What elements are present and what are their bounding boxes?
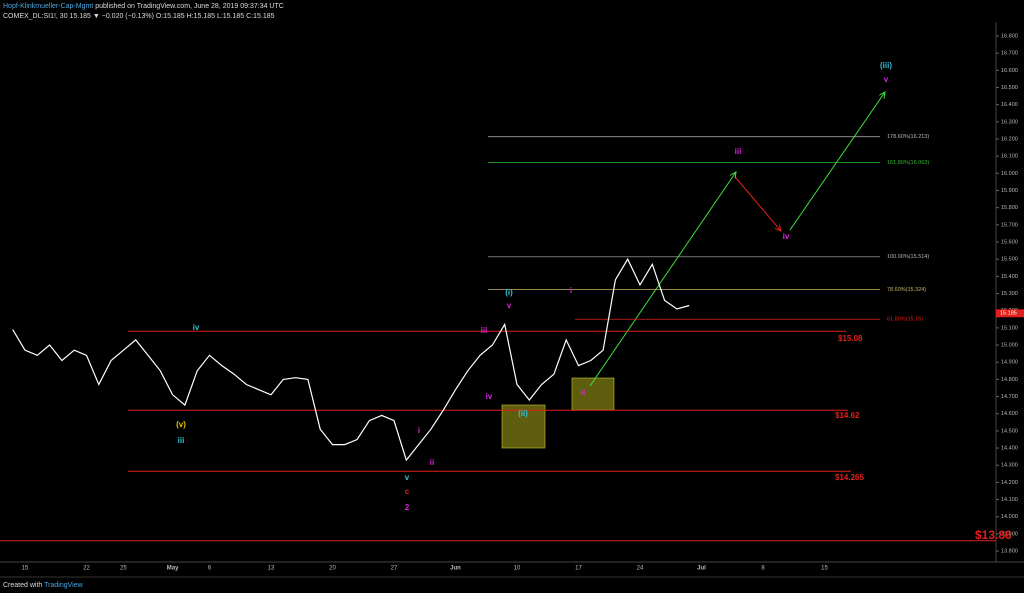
y-tick-label: 16.200 <box>1001 136 1018 142</box>
y-tick-label: 13.800 <box>1001 549 1018 555</box>
y-tick-label: 14.000 <box>1001 514 1018 520</box>
footer: Created with TradingView <box>3 582 84 589</box>
wave-label: c <box>405 487 410 496</box>
x-tick-label: 24 <box>637 566 644 572</box>
x-tick-label: Jun <box>450 566 461 572</box>
y-tick-label: 16.400 <box>1001 102 1018 108</box>
y-tick-label: 14.900 <box>1001 360 1018 366</box>
wave-label: iii <box>481 326 488 335</box>
x-tick-label: 25 <box>120 566 127 572</box>
wave-label: iv <box>783 232 790 241</box>
projection-arrow <box>589 172 736 387</box>
y-tick-label: 16.700 <box>1001 51 1018 57</box>
wave-label: iv <box>486 392 493 401</box>
fib-label: 78.60%(15.324) <box>887 287 926 293</box>
wave-label: ii <box>581 388 585 397</box>
y-tick-label: 14.600 <box>1001 411 1018 417</box>
y-tick-label: 14.700 <box>1001 394 1018 400</box>
y-tick-label: 16.300 <box>1001 119 1018 125</box>
y-tick-label: 15.100 <box>1001 325 1018 331</box>
y-tick-label: 16.500 <box>1001 85 1018 91</box>
projection-arrow <box>789 92 885 231</box>
author: Hopf-Klinkmueller-Cap-Mgmt <box>3 3 93 10</box>
wave-label: iv <box>193 323 200 332</box>
wave-label: v <box>884 75 889 84</box>
level-label: $14.265 <box>835 473 864 482</box>
x-tick-label: 13 <box>268 566 275 572</box>
level-label: $14.62 <box>835 411 860 420</box>
y-tick-label: 15.700 <box>1001 222 1018 228</box>
last-price-label: 15.185 <box>1000 311 1017 317</box>
y-tick-label: 15.400 <box>1001 274 1018 280</box>
x-tick-label: 20 <box>329 566 336 572</box>
x-tick-label: 8 <box>761 566 765 572</box>
wave-label: v <box>405 473 410 482</box>
wave-label: i <box>418 426 420 435</box>
x-tick-label: 17 <box>575 566 582 572</box>
fib-label: 161.80%(16.063) <box>887 160 929 166</box>
y-tick-label: 14.100 <box>1001 497 1018 503</box>
level-label: $15.08 <box>838 334 863 343</box>
wave-label: 2 <box>405 503 410 512</box>
y-tick-label: 14.500 <box>1001 428 1018 434</box>
x-tick-label: 10 <box>514 566 521 572</box>
x-tick-label: 15 <box>22 566 29 572</box>
x-tick-label: 15 <box>821 566 828 572</box>
published: published on TradingView.com, June 28, 2… <box>95 3 284 10</box>
wave-label: iii <box>735 147 742 156</box>
fib-label: 100.00%(15.514) <box>887 254 929 260</box>
x-tick-label: 6 <box>208 566 212 572</box>
footer-text: Created with <box>3 582 42 589</box>
wave-label: (v) <box>176 420 186 429</box>
price-line <box>12 257 690 462</box>
y-tick-label: 15.300 <box>1001 291 1018 297</box>
wave-label: (iii) <box>880 61 892 70</box>
y-tick-label: 14.800 <box>1001 377 1018 383</box>
y-tick-label: 16.000 <box>1001 171 1018 177</box>
header: Hopf-Klinkmueller-Cap-Mgmt published on … <box>3 3 284 10</box>
y-tick-label: 16.800 <box>1001 33 1018 39</box>
y-tick-label: 16.100 <box>1001 154 1018 160</box>
fib-label: 61.80%(15.15) <box>887 317 923 323</box>
wave-label: (i) <box>505 288 513 297</box>
zone-box <box>571 377 615 411</box>
y-tick-label: 15.900 <box>1001 188 1018 194</box>
wave-label: (ii) <box>518 409 528 418</box>
y-tick-label: 15.800 <box>1001 205 1018 211</box>
wave-label: i <box>570 286 572 295</box>
y-tick-label: 16.600 <box>1001 68 1018 74</box>
last-price-box <box>996 309 1024 318</box>
y-tick-label: 13.900 <box>1001 531 1018 537</box>
x-tick-label: May <box>167 566 179 572</box>
zone-box <box>501 404 546 449</box>
wave-label: v <box>507 301 512 310</box>
y-tick-label: 14.200 <box>1001 480 1018 486</box>
y-tick-label: 15.000 <box>1001 342 1018 348</box>
x-tick-label: 27 <box>391 566 398 572</box>
y-tick-label: 15.600 <box>1001 239 1018 245</box>
y-tick-label: 15.500 <box>1001 257 1018 263</box>
x-tick-label: Jul <box>697 566 706 572</box>
projection-arrow <box>735 177 781 231</box>
y-tick-label: 14.300 <box>1001 463 1018 469</box>
wave-label: ii <box>430 458 434 467</box>
y-tick-label: 14.400 <box>1001 446 1018 452</box>
x-tick-label: 22 <box>83 566 90 572</box>
symbol-line: COMEX_DL:SI1!, 30 15.185 ▼ −0.020 (−0.13… <box>3 13 275 20</box>
footer-brand: TradingView <box>44 582 83 589</box>
wave-label: iii <box>178 436 185 445</box>
fib-label: 178.60%(16.213) <box>887 134 929 140</box>
level-label: $13.86 <box>975 528 1012 542</box>
